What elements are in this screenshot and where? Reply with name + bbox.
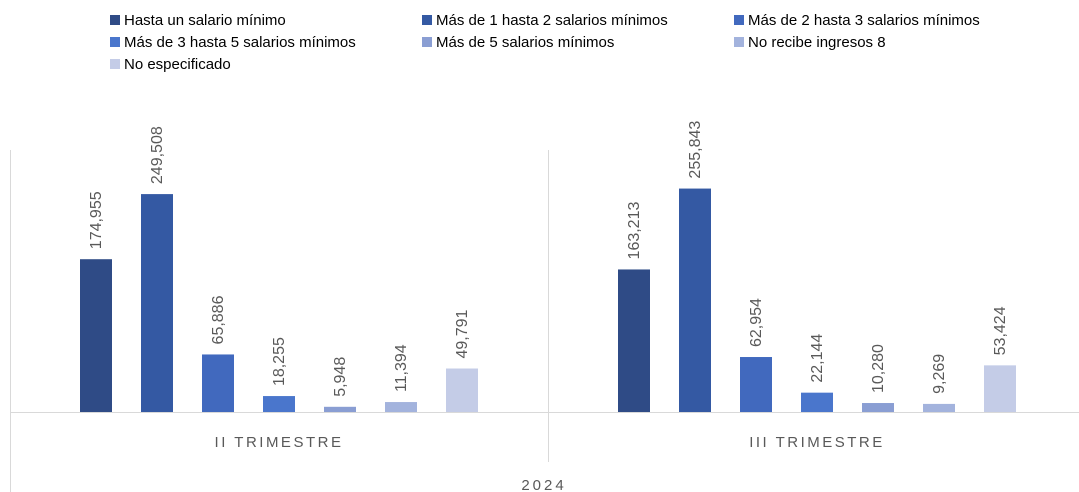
- legend-label: Más de 3 hasta 5 salarios mínimos: [124, 34, 356, 51]
- value-label: 163,213: [626, 202, 643, 260]
- legend-swatch: [110, 37, 120, 47]
- legend-swatch: [422, 15, 432, 25]
- value-label: 11,394: [393, 344, 410, 392]
- value-label: 174,955: [88, 191, 105, 249]
- legend-swatch: [110, 15, 120, 25]
- bar: [801, 392, 833, 412]
- bar: [862, 403, 894, 412]
- bar: [984, 365, 1016, 412]
- value-label: 22,144: [809, 334, 826, 383]
- value-label: 5,948: [332, 357, 349, 397]
- bar: [446, 368, 478, 412]
- value-label: 9,269: [931, 354, 948, 394]
- value-label: 62,954: [748, 298, 765, 347]
- value-label: 10,280: [870, 344, 887, 393]
- bar: [202, 354, 234, 412]
- bar: [740, 357, 772, 412]
- legend-label: Más de 1 hasta 2 salarios mínimos: [436, 12, 668, 29]
- bar: [618, 269, 650, 412]
- value-label: 65,886: [210, 295, 227, 344]
- bar: [385, 402, 417, 412]
- legend-label: Más de 5 salarios mínimos: [436, 34, 614, 51]
- bar: [324, 406, 356, 412]
- bar: [80, 259, 112, 412]
- legend-label: Hasta un salario mínimo: [124, 12, 286, 29]
- value-label: 49,791: [454, 309, 471, 358]
- value-label: 18,255: [271, 337, 288, 386]
- legend-swatch: [110, 59, 120, 69]
- axis-lines: [10, 150, 1079, 492]
- value-label: 249,508: [149, 126, 166, 184]
- x-tick-label: III TRIMESTRE: [749, 434, 885, 451]
- bar: [141, 194, 173, 412]
- legend-label: No especificado: [124, 56, 231, 73]
- bar: [679, 188, 711, 412]
- group-label: 2024: [521, 477, 566, 492]
- bar: [923, 403, 955, 412]
- value-label: 255,843: [687, 121, 704, 179]
- x-tick-label: II TRIMESTRE: [215, 434, 344, 451]
- legend-label: Más de 2 hasta 3 salarios mínimos: [748, 12, 980, 29]
- legend-swatch: [422, 37, 432, 47]
- legend-swatch: [734, 15, 744, 25]
- bar: [263, 396, 295, 412]
- legend-label: No recibe ingresos 8: [748, 34, 886, 51]
- value-label: 53,424: [992, 306, 1009, 355]
- legend-swatch: [734, 37, 744, 47]
